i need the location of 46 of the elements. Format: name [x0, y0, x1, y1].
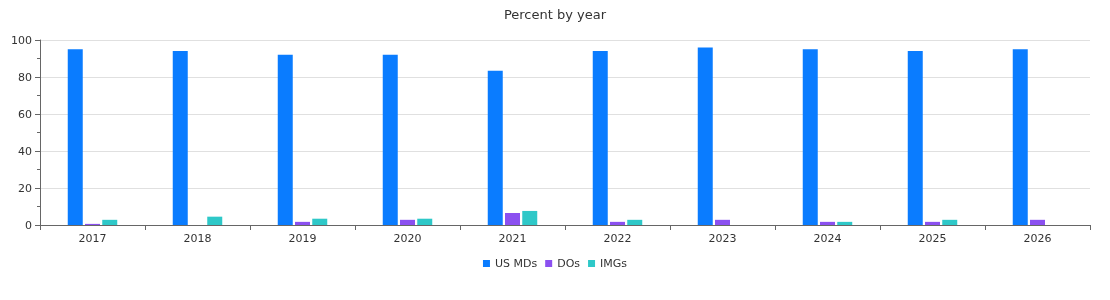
legend-label: US MDs — [494, 257, 538, 270]
bar — [802, 49, 818, 225]
bar — [277, 54, 293, 225]
y-tick-label: 80 — [18, 70, 32, 84]
chart-title: Percent by year — [503, 7, 607, 22]
bar — [925, 221, 940, 225]
bar — [172, 51, 188, 225]
legend-label: DOs — [557, 257, 581, 270]
bar — [592, 51, 608, 225]
bar — [610, 221, 625, 225]
bar — [312, 218, 328, 225]
x-tick-label: 2018 — [183, 232, 212, 245]
bar — [295, 221, 310, 225]
bar — [1012, 49, 1028, 225]
x-tick-label: 2022 — [603, 232, 632, 245]
x-tick-label: 2026 — [1023, 232, 1052, 245]
y-tick-label: 100 — [11, 33, 32, 47]
x-tick-label: 2017 — [78, 232, 107, 245]
bar — [697, 47, 713, 225]
bar — [400, 219, 415, 225]
y-tick-label: 0 — [25, 218, 32, 232]
x-tick-label: 2023 — [708, 232, 737, 245]
bar — [102, 219, 118, 225]
x-tick-label: 2021 — [498, 232, 527, 245]
bar — [487, 70, 503, 225]
bar — [1030, 219, 1045, 225]
legend-label: IMGs — [600, 257, 628, 270]
bar — [67, 49, 83, 225]
bar — [942, 219, 958, 225]
bar — [907, 51, 923, 225]
bar — [505, 212, 520, 225]
bar — [820, 221, 835, 225]
bar — [627, 219, 643, 225]
bar — [715, 219, 730, 225]
bar — [417, 218, 433, 225]
y-tick-label: 40 — [18, 144, 32, 158]
y-tick-label: 60 — [18, 107, 32, 121]
bar — [522, 210, 538, 225]
bar — [207, 216, 223, 225]
bar — [837, 221, 853, 225]
x-tick-label: 2020 — [393, 232, 422, 245]
x-tick-label: 2024 — [813, 232, 842, 245]
bar — [382, 54, 398, 225]
y-tick-label: 20 — [18, 181, 32, 195]
x-tick-label: 2025 — [918, 232, 947, 245]
x-tick-label: 2019 — [288, 232, 317, 245]
